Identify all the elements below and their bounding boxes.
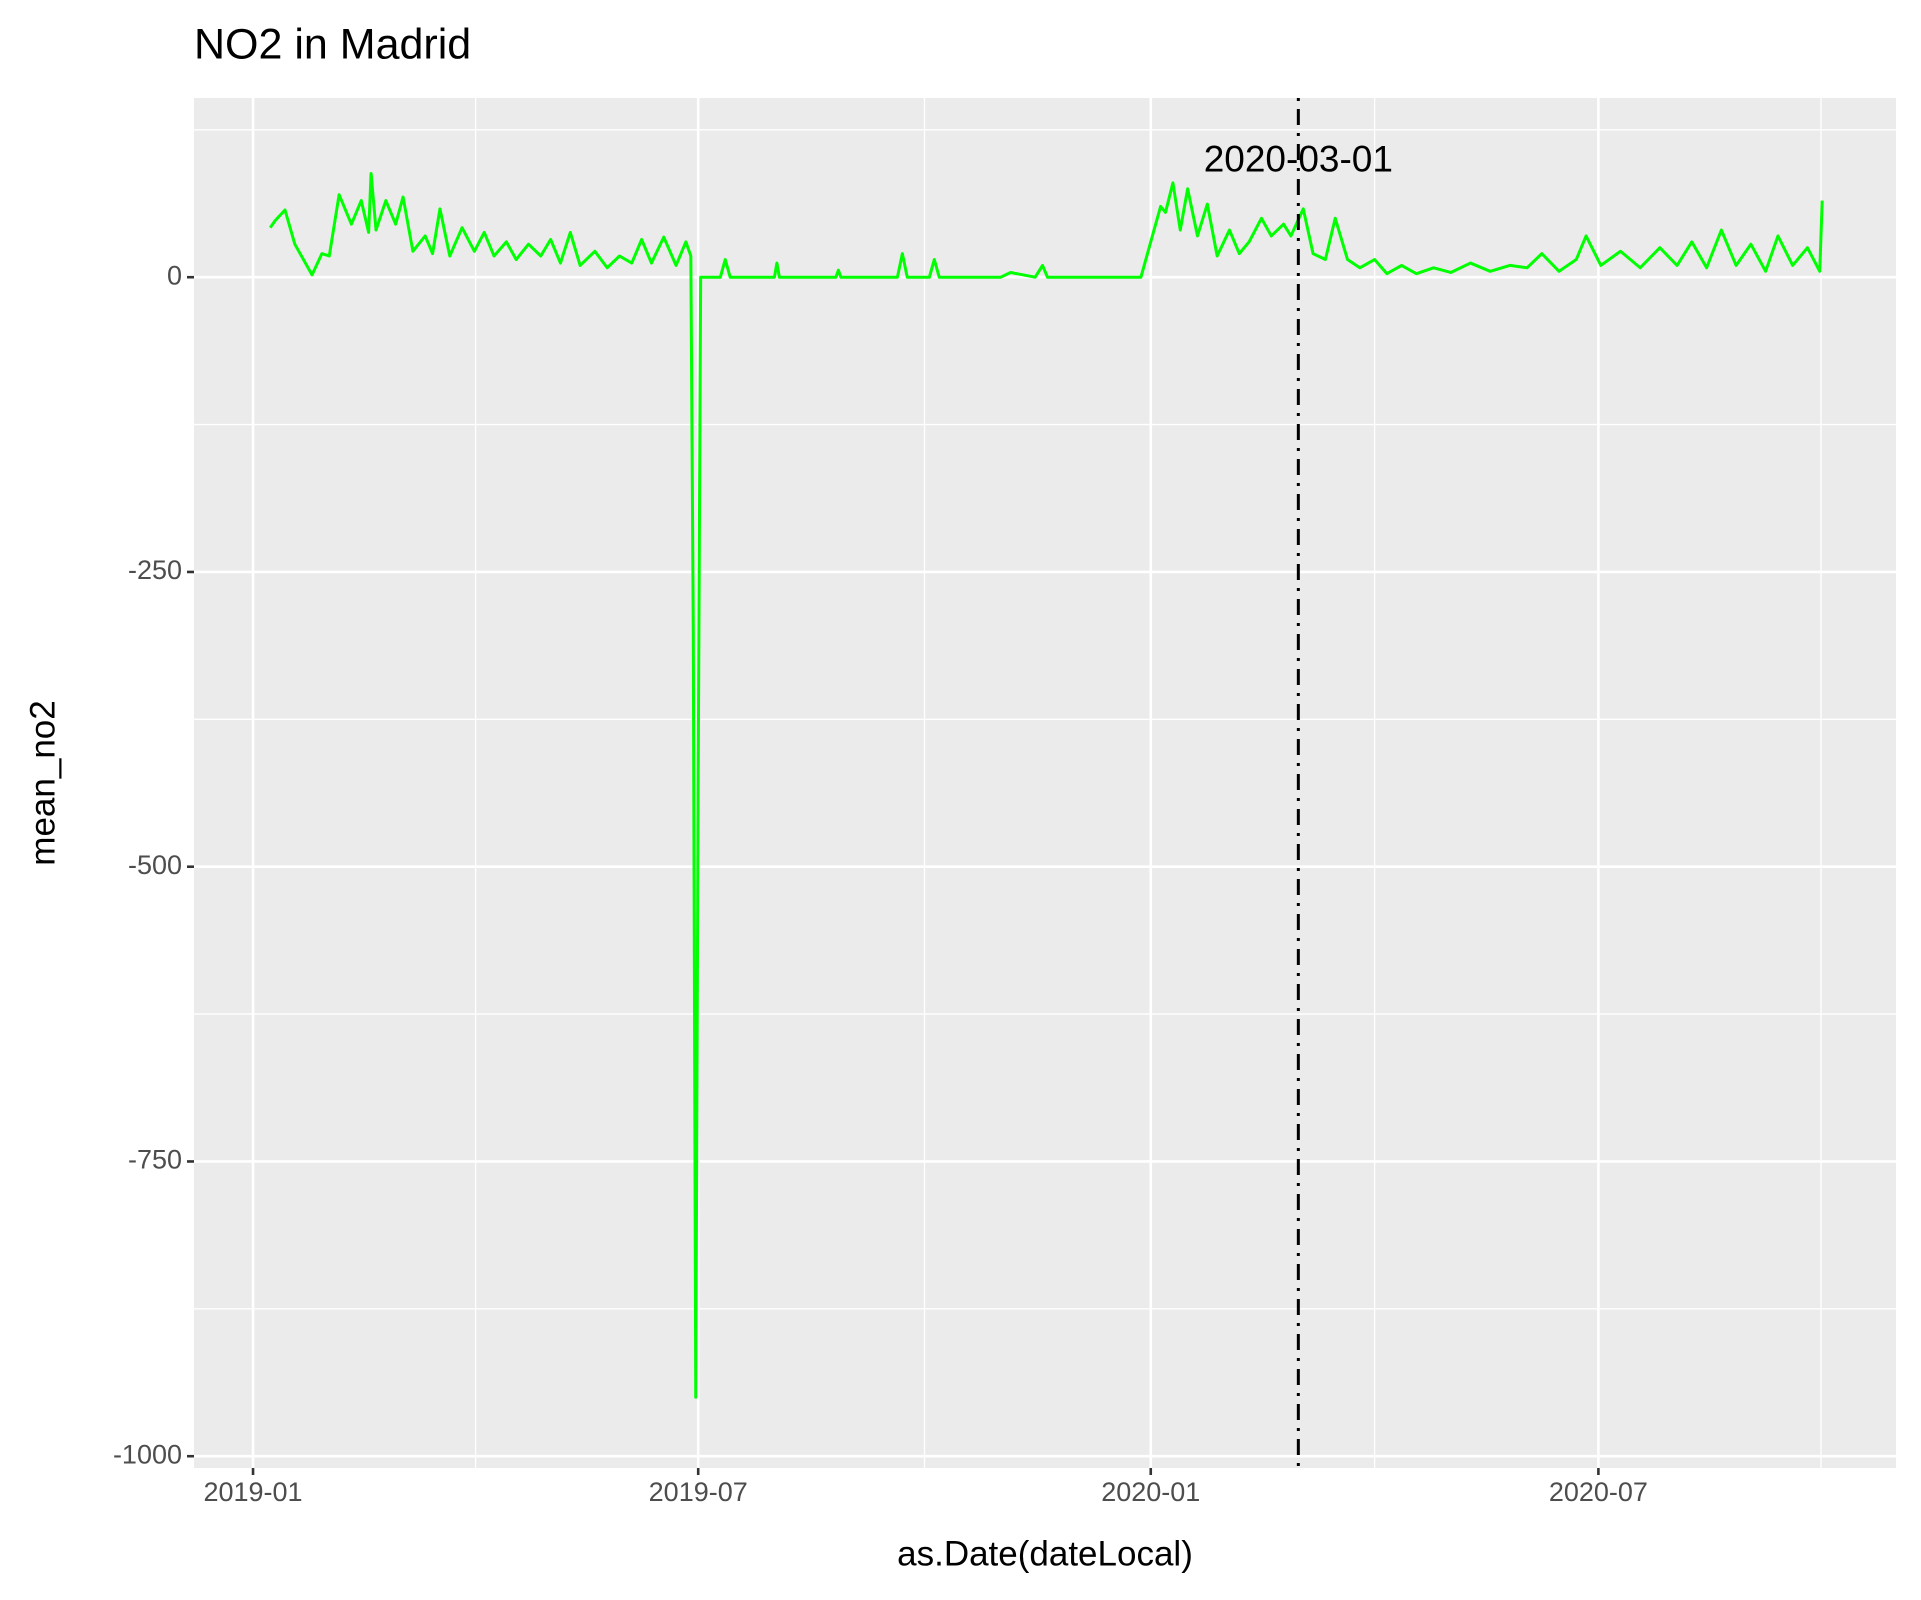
x-axis-title: as.Date(dateLocal): [897, 1534, 1193, 1573]
chart-title: NO2 in Madrid: [194, 20, 471, 68]
y-tick-label: -750: [128, 1145, 182, 1175]
y-axis-title: mean_no2: [23, 700, 62, 865]
y-tick-label: -1000: [113, 1439, 182, 1469]
x-tick-label: 2019-01: [203, 1477, 302, 1507]
y-tick-label: -250: [128, 555, 182, 585]
x-tick-label: 2020-01: [1101, 1477, 1200, 1507]
annotation: 2020-03-01: [1204, 138, 1393, 179]
x-tick-label: 2020-07: [1549, 1477, 1648, 1507]
x-tick-label: 2019-07: [649, 1477, 748, 1507]
y-tick-label: 0: [167, 260, 182, 290]
data-line: [269, 171, 1824, 1399]
y-tick-label: -500: [128, 850, 182, 880]
panel: [194, 98, 1896, 1468]
